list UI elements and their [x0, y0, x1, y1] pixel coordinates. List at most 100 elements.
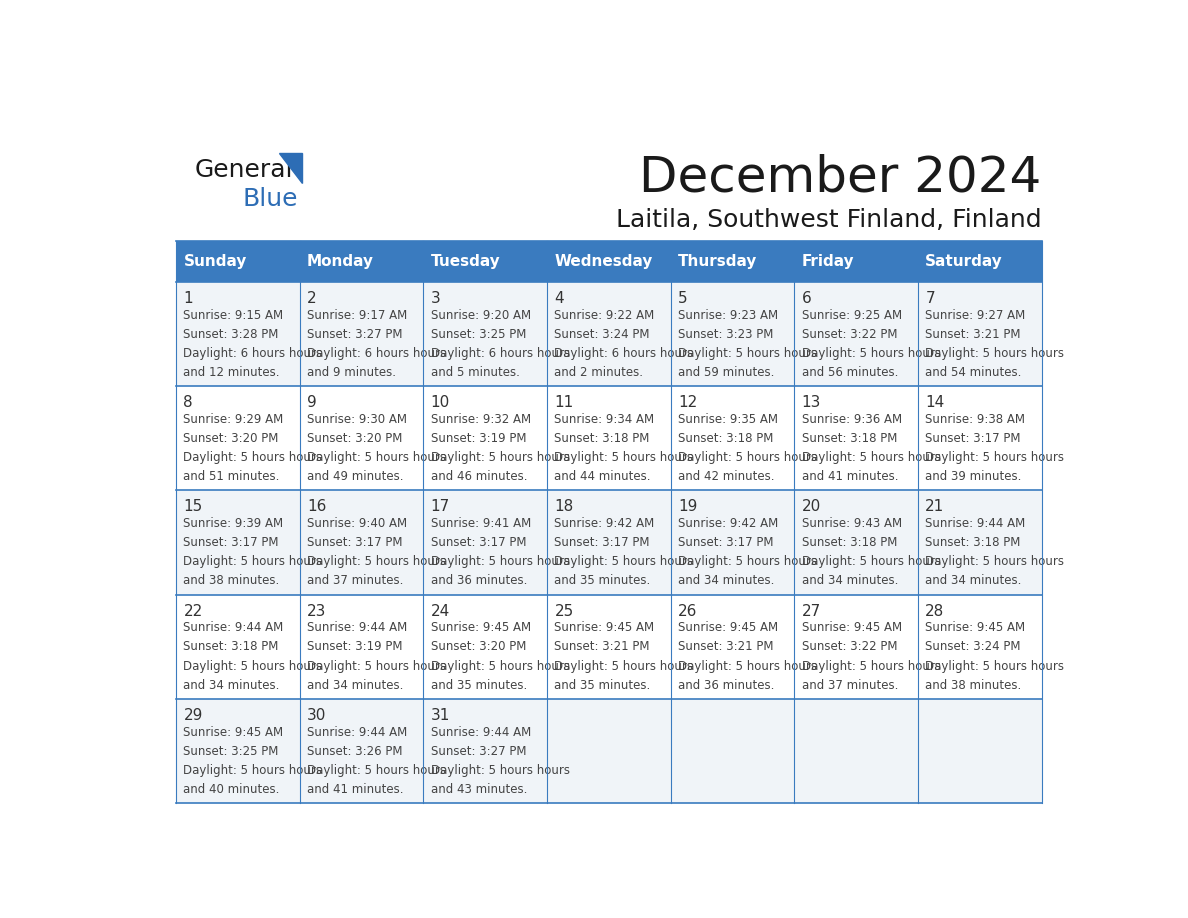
Text: 20: 20: [802, 499, 821, 514]
Text: Daylight: 5 hours hours: Daylight: 5 hours hours: [308, 451, 447, 465]
Text: 14: 14: [925, 396, 944, 410]
Text: 15: 15: [183, 499, 203, 514]
Text: and 41 minutes.: and 41 minutes.: [802, 470, 898, 483]
Text: and 35 minutes.: and 35 minutes.: [555, 678, 651, 691]
Text: Sunrise: 9:39 AM: Sunrise: 9:39 AM: [183, 517, 284, 531]
Text: Sunrise: 9:45 AM: Sunrise: 9:45 AM: [925, 621, 1025, 634]
Text: Sunrise: 9:44 AM: Sunrise: 9:44 AM: [308, 725, 407, 739]
Text: Sunset: 3:20 PM: Sunset: 3:20 PM: [431, 641, 526, 654]
Text: Daylight: 5 hours hours: Daylight: 5 hours hours: [802, 555, 941, 568]
Text: 29: 29: [183, 708, 203, 722]
Text: Sunrise: 9:44 AM: Sunrise: 9:44 AM: [925, 517, 1025, 531]
Text: and 36 minutes.: and 36 minutes.: [431, 575, 527, 588]
Text: and 34 minutes.: and 34 minutes.: [802, 575, 898, 588]
Text: 28: 28: [925, 604, 944, 619]
Bar: [176, 490, 1042, 595]
Text: Daylight: 5 hours hours: Daylight: 5 hours hours: [678, 659, 817, 673]
Text: 2: 2: [308, 291, 317, 306]
Text: Blue: Blue: [242, 186, 298, 210]
Text: and 37 minutes.: and 37 minutes.: [802, 678, 898, 691]
Text: 1: 1: [183, 291, 194, 306]
Text: Sunset: 3:19 PM: Sunset: 3:19 PM: [431, 432, 526, 445]
Text: Daylight: 5 hours hours: Daylight: 5 hours hours: [308, 555, 447, 568]
Text: and 43 minutes.: and 43 minutes.: [431, 783, 527, 796]
Text: Daylight: 5 hours hours: Daylight: 5 hours hours: [678, 347, 817, 360]
Text: Sunset: 3:24 PM: Sunset: 3:24 PM: [555, 328, 650, 341]
Text: Sunset: 3:21 PM: Sunset: 3:21 PM: [678, 641, 773, 654]
Bar: [176, 241, 1042, 282]
Text: Sunrise: 9:45 AM: Sunrise: 9:45 AM: [555, 621, 655, 634]
Text: Sunrise: 9:32 AM: Sunrise: 9:32 AM: [431, 413, 531, 426]
Text: Tuesday: Tuesday: [431, 254, 500, 269]
Text: and 34 minutes.: and 34 minutes.: [925, 575, 1022, 588]
Bar: [176, 282, 1042, 386]
Text: Daylight: 5 hours hours: Daylight: 5 hours hours: [678, 555, 817, 568]
Text: Sunset: 3:18 PM: Sunset: 3:18 PM: [678, 432, 773, 445]
Text: Sunset: 3:18 PM: Sunset: 3:18 PM: [555, 432, 650, 445]
Text: and 35 minutes.: and 35 minutes.: [555, 575, 651, 588]
Text: Sunset: 3:17 PM: Sunset: 3:17 PM: [555, 536, 650, 549]
Text: Daylight: 5 hours hours: Daylight: 5 hours hours: [431, 764, 570, 777]
Text: Sunrise: 9:17 AM: Sunrise: 9:17 AM: [308, 308, 407, 322]
Text: and 34 minutes.: and 34 minutes.: [183, 678, 280, 691]
Text: 8: 8: [183, 396, 194, 410]
Bar: [176, 595, 1042, 699]
Text: Sunrise: 9:42 AM: Sunrise: 9:42 AM: [678, 517, 778, 531]
Text: Daylight: 5 hours hours: Daylight: 5 hours hours: [925, 451, 1064, 465]
Text: Sunrise: 9:35 AM: Sunrise: 9:35 AM: [678, 413, 778, 426]
Text: and 38 minutes.: and 38 minutes.: [925, 678, 1022, 691]
Text: and 9 minutes.: and 9 minutes.: [308, 366, 396, 379]
Text: and 51 minutes.: and 51 minutes.: [183, 470, 280, 483]
Text: Sunrise: 9:20 AM: Sunrise: 9:20 AM: [431, 308, 531, 322]
Text: Sunset: 3:18 PM: Sunset: 3:18 PM: [183, 641, 279, 654]
Text: and 56 minutes.: and 56 minutes.: [802, 366, 898, 379]
Text: Sunset: 3:17 PM: Sunset: 3:17 PM: [308, 536, 403, 549]
Text: and 12 minutes.: and 12 minutes.: [183, 366, 280, 379]
Text: Daylight: 5 hours hours: Daylight: 5 hours hours: [431, 555, 570, 568]
Text: 21: 21: [925, 499, 944, 514]
Text: 12: 12: [678, 396, 697, 410]
Text: Daylight: 5 hours hours: Daylight: 5 hours hours: [183, 555, 322, 568]
Text: December 2024: December 2024: [639, 153, 1042, 201]
Text: Sunrise: 9:44 AM: Sunrise: 9:44 AM: [183, 621, 284, 634]
Text: Thursday: Thursday: [678, 254, 758, 269]
Polygon shape: [279, 152, 302, 183]
Bar: [176, 699, 1042, 803]
Text: Saturday: Saturday: [925, 254, 1003, 269]
Text: Sunset: 3:17 PM: Sunset: 3:17 PM: [925, 432, 1020, 445]
Text: Sunrise: 9:44 AM: Sunrise: 9:44 AM: [431, 725, 531, 739]
Text: General: General: [195, 158, 293, 183]
Text: 6: 6: [802, 291, 811, 306]
Text: 23: 23: [308, 604, 327, 619]
Text: Daylight: 5 hours hours: Daylight: 5 hours hours: [555, 451, 694, 465]
Text: Sunset: 3:18 PM: Sunset: 3:18 PM: [925, 536, 1020, 549]
Text: Laitila, Southwest Finland, Finland: Laitila, Southwest Finland, Finland: [615, 207, 1042, 231]
Text: Sunset: 3:20 PM: Sunset: 3:20 PM: [183, 432, 279, 445]
Text: and 49 minutes.: and 49 minutes.: [308, 470, 404, 483]
Text: Sunrise: 9:23 AM: Sunrise: 9:23 AM: [678, 308, 778, 322]
Text: Sunset: 3:25 PM: Sunset: 3:25 PM: [431, 328, 526, 341]
Text: Daylight: 6 hours hours: Daylight: 6 hours hours: [183, 347, 323, 360]
Text: Daylight: 5 hours hours: Daylight: 5 hours hours: [431, 659, 570, 673]
Text: and 44 minutes.: and 44 minutes.: [555, 470, 651, 483]
Text: Daylight: 6 hours hours: Daylight: 6 hours hours: [308, 347, 447, 360]
Text: and 5 minutes.: and 5 minutes.: [431, 366, 519, 379]
Text: Sunset: 3:18 PM: Sunset: 3:18 PM: [802, 432, 897, 445]
Text: 7: 7: [925, 291, 935, 306]
Text: Daylight: 5 hours hours: Daylight: 5 hours hours: [183, 451, 322, 465]
Text: and 35 minutes.: and 35 minutes.: [431, 678, 527, 691]
Text: 13: 13: [802, 396, 821, 410]
Text: Sunrise: 9:43 AM: Sunrise: 9:43 AM: [802, 517, 902, 531]
Text: 3: 3: [431, 291, 441, 306]
Text: Sunrise: 9:45 AM: Sunrise: 9:45 AM: [802, 621, 902, 634]
Text: Daylight: 5 hours hours: Daylight: 5 hours hours: [308, 659, 447, 673]
Text: Sunset: 3:21 PM: Sunset: 3:21 PM: [925, 328, 1020, 341]
Text: Daylight: 5 hours hours: Daylight: 5 hours hours: [802, 659, 941, 673]
Text: and 46 minutes.: and 46 minutes.: [431, 470, 527, 483]
Text: Sunset: 3:26 PM: Sunset: 3:26 PM: [308, 744, 403, 757]
Text: and 2 minutes.: and 2 minutes.: [555, 366, 644, 379]
Text: Sunset: 3:27 PM: Sunset: 3:27 PM: [308, 328, 403, 341]
Text: Sunrise: 9:29 AM: Sunrise: 9:29 AM: [183, 413, 284, 426]
Text: Sunset: 3:20 PM: Sunset: 3:20 PM: [308, 432, 403, 445]
Text: Daylight: 5 hours hours: Daylight: 5 hours hours: [183, 659, 322, 673]
